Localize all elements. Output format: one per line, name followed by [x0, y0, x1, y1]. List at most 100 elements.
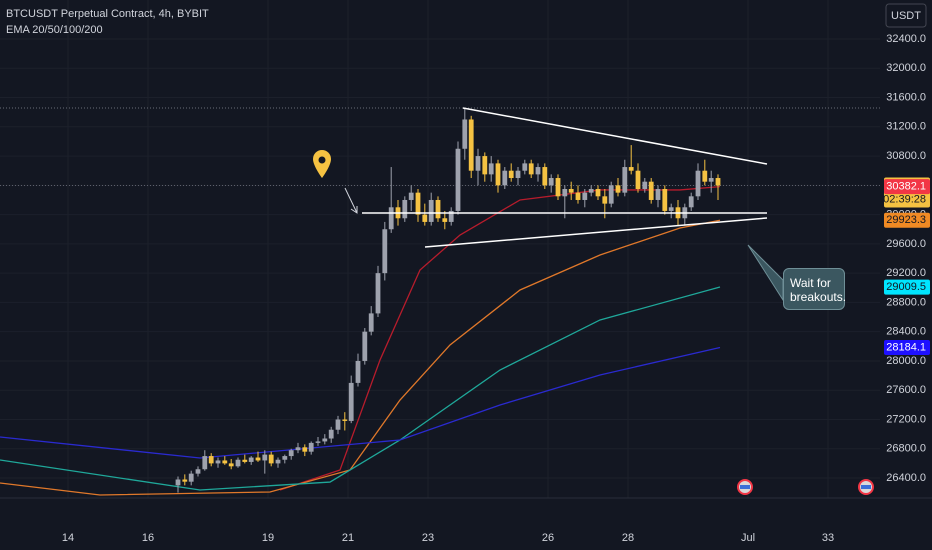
candle-body	[182, 479, 188, 482]
y-tick-label: 27200.0	[886, 413, 926, 425]
y-tick-label: 31600.0	[886, 91, 926, 103]
candle-body	[508, 170, 514, 179]
candle-body	[388, 207, 394, 230]
x-tick-label: 28	[622, 532, 634, 544]
ema-line	[0, 346, 721, 459]
event-icon-flag[interactable]	[861, 485, 871, 489]
candle-body	[275, 459, 281, 464]
series-layer	[0, 186, 721, 496]
x-tick-label: 14	[62, 532, 74, 544]
candle-body	[495, 163, 501, 186]
candle-body	[688, 196, 694, 208]
candle-body	[662, 189, 668, 211]
candle-body	[442, 218, 448, 222]
candle-body	[702, 170, 708, 182]
candle-body	[648, 181, 654, 200]
candle-body	[555, 178, 561, 197]
countdown: 02:39:28	[883, 193, 926, 205]
arrow	[344, 187, 358, 214]
candle-body	[635, 170, 641, 189]
y-tick-label: 30800.0	[886, 150, 926, 162]
candle-body	[602, 196, 608, 204]
y-tick-label: 29200.0	[886, 267, 926, 279]
candle-body	[568, 189, 574, 193]
price-badge-label: 29923.3	[886, 214, 926, 226]
candle-body	[368, 313, 374, 332]
location-marker-dot	[318, 156, 326, 164]
candle-body	[268, 454, 274, 464]
y-tick-label: 26400.0	[886, 472, 926, 484]
candle-body	[468, 119, 474, 171]
candle-body	[595, 189, 601, 197]
candle-body	[502, 170, 508, 186]
candle-body	[428, 199, 434, 222]
candle-body	[342, 419, 348, 421]
candle-body	[695, 170, 701, 197]
x-tick-label: 23	[422, 532, 434, 544]
candle-body	[402, 199, 408, 219]
currency-box[interactable]	[885, 3, 927, 28]
event-icon-flag[interactable]	[740, 485, 750, 489]
candle-body	[542, 167, 548, 186]
location-marker	[313, 150, 331, 178]
candles-layer	[175, 108, 721, 493]
candle-body	[668, 207, 674, 211]
candle-body	[655, 189, 661, 200]
candle-body	[355, 360, 361, 383]
candle-body	[242, 459, 248, 462]
event-icon[interactable]	[737, 479, 753, 495]
price-badge-label: 28184.1	[886, 341, 926, 353]
x-tick-label: Jul	[741, 532, 755, 544]
chart-title: BTCUSDT Perpetual Contract, 4h, BYBIT	[6, 8, 209, 20]
candle-body	[482, 156, 488, 175]
axes: 32400.032000.031600.031200.030800.030400…	[62, 33, 930, 544]
candle-body	[262, 454, 268, 461]
candle-body	[708, 178, 714, 182]
trendline-upper	[462, 107, 768, 165]
candle-body	[488, 163, 494, 175]
x-tick-label: 26	[542, 532, 554, 544]
candle-body	[548, 178, 554, 186]
candle-body	[642, 181, 648, 189]
indicator-label: EMA 20/50/100/200	[6, 24, 103, 36]
price-badge	[884, 339, 930, 355]
price-badge-label: 29009.5	[886, 281, 926, 293]
price-badge	[884, 179, 930, 195]
candle-body	[248, 457, 254, 462]
y-tick-label: 26800.0	[886, 443, 926, 455]
event-icon[interactable]	[858, 479, 874, 495]
candle-body	[522, 163, 528, 171]
y-tick-label: 32400.0	[886, 33, 926, 45]
candle-body	[328, 429, 334, 439]
currency[interactable]: USDT	[891, 10, 921, 22]
y-tick-label: 28800.0	[886, 296, 926, 308]
candle-body	[575, 192, 581, 200]
callout-tail	[747, 244, 784, 302]
candle-body	[588, 189, 594, 193]
candle-body	[462, 119, 468, 149]
candle-body	[582, 192, 588, 200]
candle-body	[375, 273, 381, 314]
y-tick-label: 28000.0	[886, 355, 926, 367]
candle-body	[628, 167, 634, 171]
ema-line	[0, 286, 721, 491]
candle-body	[175, 479, 181, 486]
candle-body	[308, 442, 314, 452]
candle-body	[448, 210, 454, 222]
candle-body	[348, 382, 354, 421]
candle-body	[408, 192, 414, 200]
price-badge	[884, 279, 930, 295]
candle-body	[562, 189, 568, 197]
candle-body	[528, 163, 534, 175]
candle-body	[515, 170, 521, 179]
candle-body	[302, 447, 308, 452]
candle-body	[295, 447, 301, 451]
candle-body	[208, 456, 214, 464]
callout: Wait for breakouts.	[783, 268, 846, 310]
candle-body	[715, 178, 721, 186]
candle-body	[228, 463, 234, 467]
candle-body	[222, 460, 228, 464]
candle-body	[188, 473, 194, 482]
